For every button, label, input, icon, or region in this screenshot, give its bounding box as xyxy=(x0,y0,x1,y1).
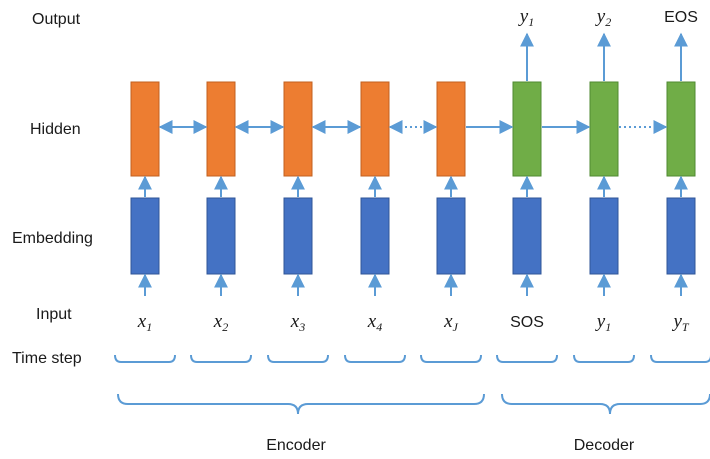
time-step-brace-4 xyxy=(344,354,406,363)
input-token-5-subscript: J xyxy=(453,320,459,334)
input-token-8-subscript: T xyxy=(682,320,690,334)
input-token-3-base: x xyxy=(290,311,300,332)
input-token-2: x2 xyxy=(213,311,228,334)
embedding-block-7 xyxy=(589,197,619,275)
input-token-3: x3 xyxy=(290,311,305,334)
embedding-block-1 xyxy=(130,197,160,275)
encoder-brace xyxy=(117,393,485,415)
input-token-2-subscript: 2 xyxy=(222,320,228,334)
input-token-4: x4 xyxy=(367,311,382,334)
input-token-2-base: x xyxy=(213,311,223,332)
decoder-hidden-block-6 xyxy=(512,81,542,177)
encoder-label: Encoder xyxy=(266,437,326,454)
encoder-hidden-block-1 xyxy=(130,81,160,177)
time-step-8: yT EOS xyxy=(664,9,698,334)
encoder-hidden-block-3 xyxy=(283,81,313,177)
input-token-1-base: x xyxy=(137,311,147,332)
output-token-2: y2 xyxy=(595,6,611,29)
input-token-8: yT xyxy=(671,311,689,334)
time-step-6: SOS y1 xyxy=(510,6,544,331)
row-label-embedding: Embedding xyxy=(12,230,93,247)
decoder-brace xyxy=(501,393,710,415)
input-token-8-base: y xyxy=(671,311,682,332)
decoder-hidden-block-7 xyxy=(589,81,619,177)
time-step-4: x4 xyxy=(360,81,390,334)
encoder-hidden-block-4 xyxy=(360,81,390,177)
row-label-input: Input xyxy=(36,306,72,323)
encoder-hidden-block-2 xyxy=(206,81,236,177)
time-step-2: x2 xyxy=(206,81,236,334)
time-step-brace-1 xyxy=(114,354,176,363)
input-token-1-subscript: 1 xyxy=(146,320,152,334)
time-step-brace-2 xyxy=(190,354,252,363)
input-token-7: y1 xyxy=(595,311,611,334)
output-token-3: EOS xyxy=(664,9,698,26)
input-token-7-subscript: 1 xyxy=(605,320,611,334)
output-token-2-base: y xyxy=(595,6,606,27)
output-token-1: y1 xyxy=(518,6,534,29)
input-token-1: x1 xyxy=(137,311,152,334)
embedding-block-4 xyxy=(360,197,390,275)
embedding-block-8 xyxy=(666,197,696,275)
encoder-hidden-block-5 xyxy=(436,81,466,177)
embedding-block-3 xyxy=(283,197,313,275)
time-step-brace-3 xyxy=(267,354,329,363)
row-label-time-step: Time step xyxy=(12,350,82,367)
input-token-3-subscript: 3 xyxy=(298,320,305,334)
embedding-block-2 xyxy=(206,197,236,275)
input-token-6: SOS xyxy=(510,314,544,331)
time-step-brace-7 xyxy=(573,354,635,363)
time-step-1: x1 xyxy=(130,81,160,334)
row-label-hidden: Hidden xyxy=(30,121,81,138)
decoder-hidden-block-8 xyxy=(666,81,696,177)
time-step-5: xJ xyxy=(436,81,466,334)
output-token-2-subscript: 2 xyxy=(605,15,611,29)
time-step-braces xyxy=(114,354,710,363)
time-step-brace-8 xyxy=(650,354,710,363)
time-step-brace-5 xyxy=(420,354,482,363)
input-token-7-base: y xyxy=(595,311,606,332)
time-step-3: x3 xyxy=(283,81,313,334)
row-label-output: Output xyxy=(32,11,81,28)
decoder-label: Decoder xyxy=(574,437,635,454)
output-token-1-base: y xyxy=(518,6,529,27)
time-step-brace-6 xyxy=(496,354,558,363)
input-token-5-base: x xyxy=(443,311,453,332)
input-token-4-base: x xyxy=(367,311,377,332)
input-token-5: xJ xyxy=(443,311,458,334)
embedding-block-5 xyxy=(436,197,466,275)
output-token-1-subscript: 1 xyxy=(528,15,534,29)
input-token-4-subscript: 4 xyxy=(376,320,382,334)
embedding-block-6 xyxy=(512,197,542,275)
